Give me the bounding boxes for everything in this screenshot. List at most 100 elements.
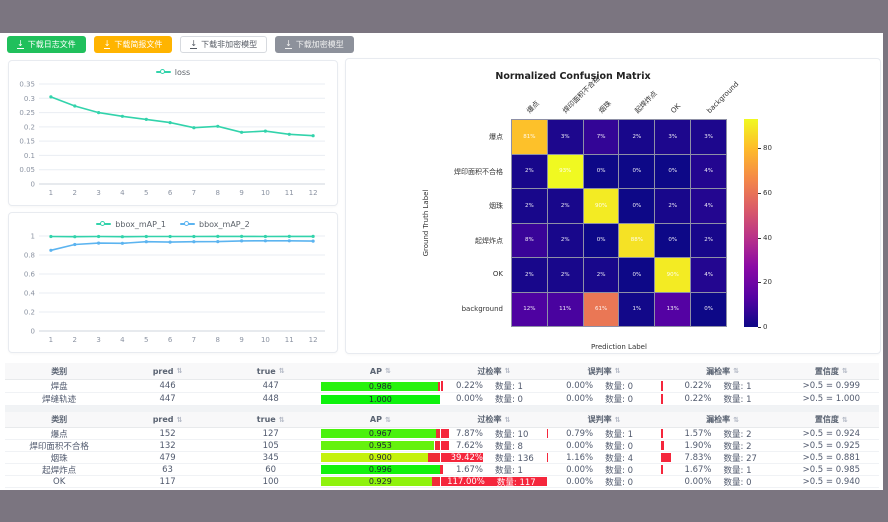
svg-text:6: 6 [168,336,173,344]
miss-rate-cell: 1.57% 数量: 2 [661,428,783,439]
colorbar-tick [758,237,761,239]
sort-icon[interactable]: ⇅ [733,415,739,424]
sort-icon[interactable]: ⇅ [384,415,391,424]
svg-text:1: 1 [49,336,53,344]
class-cell: 焊盘 [50,382,68,392]
metrics-tables: 类别 pred ⇅ true ⇅ AP ⇅ 过检率 ⇅ 误判率 ⇅ 漏检率 ⇅ 置信度 ⇅ 焊盘 446 447 … [5,363,879,488]
svg-text:0.8: 0.8 [24,252,35,260]
matrix-cell: 0% [619,189,655,223]
sort-icon[interactable]: ⇅ [278,415,285,424]
column-header[interactable]: true ⇅ [256,366,285,376]
matrix-cell: 2% [619,120,655,154]
true-cell: 100 [262,476,279,487]
matrix-cell: 0% [583,223,619,257]
column-header[interactable]: pred ⇅ [152,366,183,376]
legend-marker-icon [180,220,195,226]
table-row: 烟珠 479 345 0.900 39.42% 数量: 136 1.16% 数量: 4 … [5,452,879,464]
svg-text:6: 6 [168,189,173,197]
map-chart: 0 0.2 0.4 0.6 0.8 1 1 2 3 4 5 6 7 8 9 10 11 12 [9,231,337,346]
colorbar-tick [758,148,761,150]
matrix-cell: 3% [547,120,583,154]
sort-icon[interactable]: ⇅ [841,367,848,375]
svg-text:7: 7 [192,189,196,197]
sort-icon[interactable]: ⇅ [176,367,183,375]
legend-item-bbox_mAP_1[interactable]: bbox_mAP_1 [96,220,166,229]
miss-rate-cell: 0.22% 数量: 1 [661,393,783,405]
column-header[interactable]: 置信度 ⇅ [814,366,848,376]
over-rate-cell: 7.87% 数量: 10 [441,428,547,439]
pred-cell: 132 [159,440,176,451]
pred-cell: 479 [159,452,176,463]
sort-icon[interactable]: ⇅ [841,415,848,424]
table-row: 焊印面积不合格 132 105 0.953 7.62% 数量: 8 0.00% 数量: … [5,440,879,452]
matrix-cell: 2% [655,189,691,223]
svg-text:0.15: 0.15 [19,138,35,146]
class-cell: OK [53,476,66,487]
matrix-cell: 0% [619,154,655,188]
legend-item-bbox_mAP_2[interactable]: bbox_mAP_2 [180,220,250,229]
colorbar-tick-label: 40 [763,233,772,242]
column-header[interactable]: true ⇅ [256,415,285,424]
matrix-cell: 1% [619,292,655,326]
ap-bar: 0.929 [320,477,441,486]
sort-icon[interactable]: ⇅ [278,367,285,375]
matrix-cell: 81% [512,120,547,154]
download-plain-model-button[interactable]: ↓ 下载非加密模型 [180,36,268,53]
svg-text:0.05: 0.05 [19,166,35,174]
colorbar-tick-label: 0 [763,323,768,331]
sort-icon[interactable]: ⇅ [504,415,511,424]
sort-icon[interactable]: ⇅ [504,367,511,375]
column-header[interactable]: 漏检率 ⇅ [706,415,739,424]
miss-rate-cell: 1.67% 数量: 1 [661,464,783,475]
colorbar-tick-label: 80 [763,144,772,153]
svg-text:10: 10 [261,336,270,344]
svg-text:0.35: 0.35 [19,81,35,89]
column-header[interactable]: pred ⇅ [152,415,183,424]
table-row: 爆点 152 127 0.967 7.87% 数量: 10 0.79% 数量: 1 1.… [5,428,879,440]
sort-icon[interactable]: ⇅ [176,415,183,424]
class-cell: 爆点 [50,429,68,440]
sort-icon[interactable]: ⇅ [614,367,621,375]
sort-icon[interactable]: ⇅ [733,367,739,375]
column-header[interactable]: 过检率 ⇅ [477,415,511,424]
download-log-button[interactable]: ↓ 下载日志文件 [7,36,86,53]
matrix-cell: 0% [691,292,726,326]
confidence-cell: >0.5 = 0.985 [802,464,861,475]
ap-bar: 0.953 [320,441,441,450]
confusion-matrix-title: Normalized Confusion Matrix [495,71,651,82]
matrix-row-label: background [461,305,503,313]
column-header[interactable]: 过检率 ⇅ [477,366,511,376]
column-header[interactable]: 误判率 ⇅ [587,366,621,376]
matrix-cell: 2% [547,223,583,257]
column-header: 类别 [51,415,68,424]
column-header[interactable]: 误判率 ⇅ [587,415,621,424]
legend-marker-icon [96,220,112,226]
ap-bar: 0.967 [320,429,441,438]
matrix-cell: 8% [512,223,547,257]
button-label: 下载加密模型 [295,40,344,49]
svg-text:0: 0 [31,328,35,336]
true-cell: 448 [262,394,279,404]
legend-item-loss[interactable]: loss [155,68,190,77]
download-report-button[interactable]: ↓ 下载简报文件 [93,36,173,53]
legend-label: bbox_mAP_2 [199,219,250,229]
sort-icon[interactable]: ⇅ [384,367,391,375]
over-rate-cell: 0.22% 数量: 1 [441,380,547,392]
matrix-col-label: 起焊炸点 [633,89,659,115]
column-header[interactable]: 置信度 ⇅ [814,415,848,424]
matrix-cell: 0% [655,223,691,257]
ap-bar: 0.900 [320,453,441,462]
column-header[interactable]: AP ⇅ [369,415,391,424]
ap-bar: 1.000 [320,394,441,404]
button-label: 下载非加密模型 [201,40,258,49]
class-cell: 烟珠 [50,453,68,464]
sort-icon[interactable]: ⇅ [614,415,621,424]
column-header[interactable]: AP ⇅ [369,366,391,376]
legend-marker-icon [155,68,171,74]
matrix-row-label: 爆点 [489,133,503,141]
svg-text:12: 12 [309,336,318,344]
column-header[interactable]: 漏检率 ⇅ [706,366,739,376]
download-encrypted-model-button[interactable]: ↓ 下载加密模型 [275,36,354,53]
svg-text:0: 0 [31,181,35,189]
svg-text:7: 7 [192,336,196,344]
